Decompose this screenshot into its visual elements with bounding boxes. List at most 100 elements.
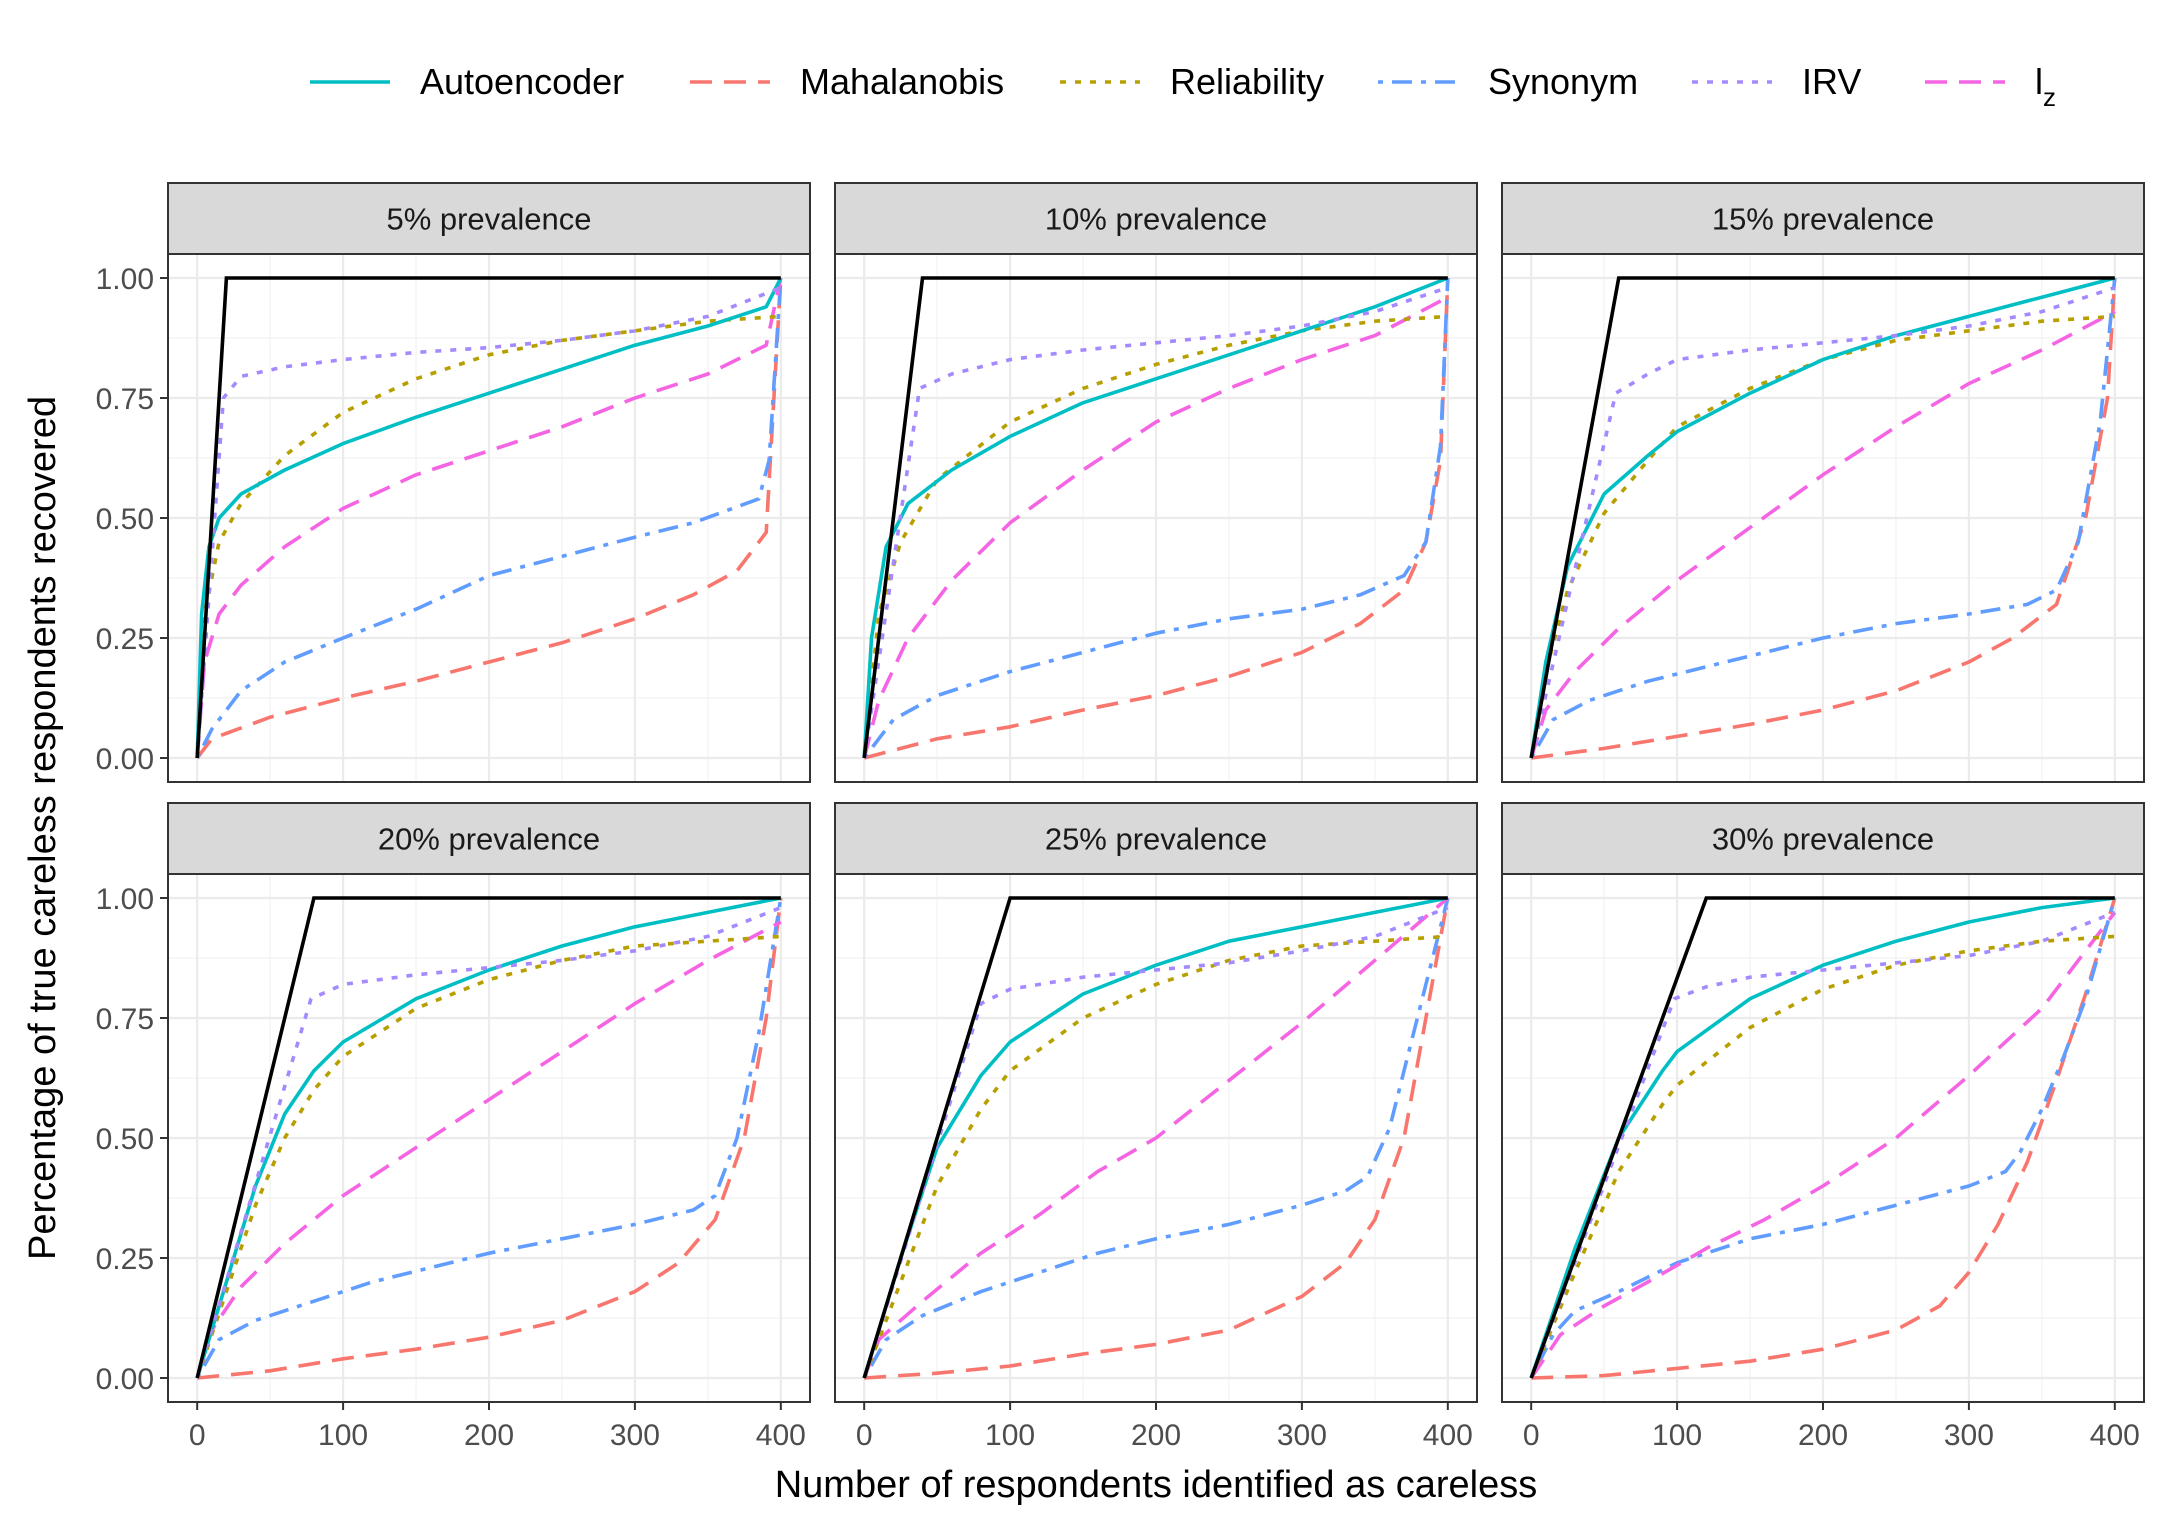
- y-tick-label: 0.00: [96, 1363, 154, 1396]
- legend-label: Synonym: [1488, 61, 1638, 102]
- series-line-mahalanobis: [864, 897, 1450, 1380]
- legend-item-irv: IRV: [1692, 61, 1861, 102]
- x-tick-label: 300: [1944, 1419, 1994, 1452]
- series-line-oracle: [195, 896, 781, 1379]
- x-tick-label: 300: [610, 1419, 660, 1452]
- x-tick-label: 0: [189, 1419, 206, 1452]
- series-line-lz: [1529, 310, 2116, 759]
- legend-label: Reliability: [1170, 61, 1324, 102]
- series-line-mahalanobis: [1530, 277, 2117, 760]
- series-line-autoencoder: [862, 896, 1449, 1379]
- series-line-irv: [195, 905, 782, 1379]
- panel-4: 20% prevalence 0.00 0.25 0.50 0.75 1.00 0 100 20…: [96, 802, 811, 1452]
- series-line-synonym: [1529, 277, 2117, 759]
- series-line-synonym: [862, 277, 1450, 760]
- x-tick-label: 100: [985, 1419, 1035, 1452]
- panel-title: 10% prevalence: [1045, 202, 1267, 237]
- series-line-lz: [1529, 911, 2117, 1380]
- legend: Autoencoder Mahalanobis Reliability Synonym…: [310, 61, 2056, 112]
- x-tick-label: 100: [1652, 1419, 1702, 1452]
- x-tick-label: 400: [1423, 1419, 1473, 1452]
- x-tick-label: 200: [1131, 1419, 1181, 1452]
- chart-layer: 5% prevalence 0.00 0.25 0.50 0.75 1.00 10% pre…: [22, 61, 2145, 1506]
- series-line-synonym: [195, 897, 783, 1379]
- series-line-irv: [195, 285, 782, 759]
- legend-item-synonym: Synonym: [1378, 61, 1638, 102]
- series-line-reliability: [195, 314, 781, 759]
- y-tick-label: 0.25: [96, 623, 154, 656]
- x-tick-label: 0: [856, 1419, 873, 1452]
- series-line-lz: [195, 277, 783, 759]
- panel-strip: [167, 802, 811, 875]
- panel-5: 25% prevalence 0 100 200 300 400: [834, 802, 1478, 1452]
- series-line-reliability: [1529, 314, 2115, 759]
- panel-strip: [1501, 182, 2145, 255]
- series-line-lz: [862, 896, 1449, 1379]
- x-tick-label: 200: [464, 1419, 514, 1452]
- panel-title: 30% prevalence: [1712, 822, 1934, 857]
- panel-title: 20% prevalence: [378, 822, 600, 857]
- panel-strip: [167, 182, 811, 255]
- series-line-reliability: [1529, 934, 2115, 1379]
- legend-item-lz: lz: [1925, 61, 2056, 112]
- series-line-oracle: [862, 276, 1448, 759]
- x-tick-label: 100: [318, 1419, 368, 1452]
- series-line-oracle: [862, 896, 1448, 1379]
- panel-1: 5% prevalence 0.00 0.25 0.50 0.75 1.00: [96, 182, 811, 783]
- y-tick-label: 0.75: [96, 383, 154, 416]
- series-line-lz: [195, 920, 782, 1379]
- panel-strip: [834, 182, 1478, 255]
- series-line-reliability: [195, 934, 781, 1379]
- panel-title: 25% prevalence: [1045, 822, 1267, 857]
- panel-3: 15% prevalence: [1501, 182, 2145, 783]
- series-line-mahalanobis: [863, 277, 1450, 760]
- legend-item-reliability: Reliability: [1060, 61, 1324, 102]
- panel-border: [834, 253, 1478, 783]
- series-line-oracle: [1529, 276, 2115, 759]
- series-line-synonym: [862, 897, 1450, 1379]
- series-line-oracle: [195, 276, 781, 759]
- y-axis-title: Percentage of true careless respondents …: [22, 396, 64, 1260]
- series-line-mahalanobis: [1531, 897, 2117, 1380]
- series-line-mahalanobis: [197, 897, 783, 1380]
- panel-strip: [1501, 802, 2145, 875]
- y-tick-label: 0.25: [96, 1243, 154, 1276]
- y-tick-label: 0.75: [96, 1003, 154, 1036]
- x-tick-label: 400: [2090, 1419, 2140, 1452]
- series-line-irv: [862, 905, 1449, 1379]
- legend-label-sub: z: [2043, 82, 2056, 112]
- x-axis-title: Number of respondents identified as care…: [775, 1464, 1538, 1506]
- series-line-irv: [1529, 285, 2116, 759]
- series-line-synonym: [195, 277, 783, 759]
- legend-item-autoencoder: Autoencoder: [310, 61, 624, 102]
- legend-label: lz: [2035, 61, 2056, 112]
- x-tick-label: 0: [1523, 1419, 1540, 1452]
- legend-item-mahalanobis: Mahalanobis: [690, 61, 1004, 102]
- x-tick-label: 200: [1798, 1419, 1848, 1452]
- y-tick-label: 0.50: [96, 1123, 154, 1156]
- legend-label: IRV: [1802, 61, 1861, 102]
- panel-title: 5% prevalence: [386, 202, 591, 237]
- x-tick-label: 300: [1277, 1419, 1327, 1452]
- legend-label: Autoencoder: [420, 61, 624, 102]
- series-line-reliability: [862, 314, 1448, 759]
- y-tick-label: 1.00: [96, 883, 154, 916]
- series-line-oracle: [1529, 896, 2115, 1379]
- series-line-autoencoder: [862, 276, 1449, 759]
- panel-title: 15% prevalence: [1712, 202, 1934, 237]
- panel-2: 10% prevalence: [834, 182, 1478, 783]
- panel-border: [1501, 253, 2145, 783]
- y-tick-label: 0.00: [96, 743, 154, 776]
- panel-6: 30% prevalence 0 100 200 300 400: [1501, 802, 2145, 1452]
- series-line-irv: [1529, 910, 2116, 1379]
- series-line-synonym: [1529, 897, 2117, 1379]
- series-line-mahalanobis: [195, 277, 783, 760]
- series-line-lz: [862, 295, 1449, 759]
- x-tick-label: 400: [756, 1419, 806, 1452]
- panel-strip: [834, 802, 1478, 875]
- legend-label: Mahalanobis: [800, 61, 1004, 102]
- legend-label-main: l: [2035, 61, 2043, 102]
- series-line-irv: [862, 285, 1449, 759]
